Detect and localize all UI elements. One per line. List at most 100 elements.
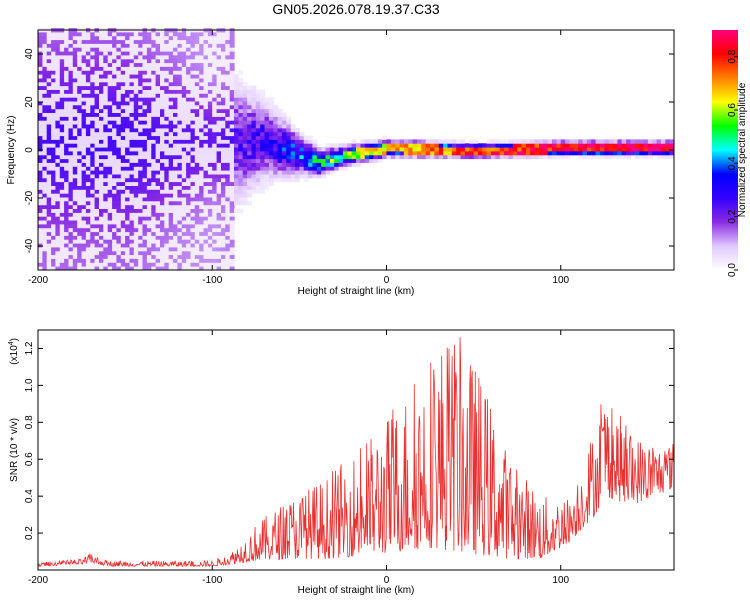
spectrogram-cell xyxy=(38,208,43,213)
spectrogram-cell xyxy=(207,266,213,271)
spectrogram-cell xyxy=(59,174,65,179)
spectrogram-cell xyxy=(168,177,174,183)
spectrogram-cell xyxy=(308,174,313,179)
spectrogram-cell xyxy=(107,97,113,102)
spectrogram-cell xyxy=(181,147,187,152)
spectrogram-cell xyxy=(521,154,527,160)
spectrogram-cell xyxy=(160,112,165,117)
spectrogram-cell xyxy=(146,62,152,67)
spectrogram-cell xyxy=(329,166,335,171)
spectrogram-cell xyxy=(81,239,87,244)
spectrogram-cell xyxy=(225,227,231,233)
spectrogram-cell xyxy=(55,62,61,67)
spectrogram-cell xyxy=(229,97,235,102)
spectrogram-cell xyxy=(38,135,43,140)
spectrogram-cell xyxy=(59,39,65,44)
spectrogram-cell xyxy=(212,127,218,133)
spectrogram-cell xyxy=(190,200,196,206)
spectrogram-cell xyxy=(194,181,200,186)
spectrogram-cell xyxy=(125,85,130,90)
spectrogram-cell xyxy=(155,185,161,190)
spectrogram-cell xyxy=(103,254,109,259)
spectrogram-cell xyxy=(221,247,226,252)
spectrogram-cell xyxy=(38,85,43,90)
spectrogram-cell xyxy=(64,116,69,121)
spectrogram-cell xyxy=(181,127,187,133)
spectrogram-cell xyxy=(112,162,117,167)
spectrogram-cell xyxy=(116,223,122,229)
spectrogram-cell xyxy=(264,116,270,121)
spectrogram-cell xyxy=(85,266,91,271)
spectrogram-cell xyxy=(116,231,122,236)
spectrogram-cell xyxy=(229,227,235,233)
spectrogram-cell xyxy=(142,154,148,160)
spectrogram-cell xyxy=(107,120,113,125)
spectrogram-cell xyxy=(160,220,165,225)
spectrogram-cell xyxy=(207,258,213,263)
spectrogram-cell xyxy=(38,166,43,171)
spectrogram-cell xyxy=(42,243,48,248)
spectrogram-cell xyxy=(160,258,165,263)
spectrogram-cell xyxy=(120,162,126,167)
spectrogram-cell xyxy=(264,131,270,137)
spectrogram-cell xyxy=(168,139,174,144)
spectrogram-cell xyxy=(216,204,222,209)
spectrogram-cell xyxy=(42,127,48,133)
spectrogram-cell xyxy=(151,258,157,263)
spectrogram-cell xyxy=(203,216,209,221)
spectrogram-cell xyxy=(569,143,575,148)
spectrogram-cell xyxy=(42,51,48,56)
spectrogram-cell xyxy=(51,104,56,110)
spectrogram-cell xyxy=(164,162,170,167)
spectrogram-cell xyxy=(94,127,100,133)
spectrogram-cell xyxy=(42,200,48,206)
spectrogram-cell xyxy=(120,39,126,44)
spectrogram-cell xyxy=(212,55,218,60)
spectrogram-cell xyxy=(46,247,52,252)
spectrogram-cell xyxy=(173,266,178,271)
spectrogram-cell xyxy=(238,89,244,94)
spectrogram-cell xyxy=(133,174,139,179)
spectrogram-cell xyxy=(155,31,161,37)
spectrogram-cell xyxy=(151,47,157,52)
colorbar-tick-label: 0.8 xyxy=(727,49,738,63)
spectrogram-cell xyxy=(639,154,645,160)
spectrogram-cell xyxy=(186,143,191,148)
spectrogram-cell xyxy=(42,220,48,225)
spectrogram-cell xyxy=(151,208,157,213)
spectrogram-cell xyxy=(168,220,174,225)
spectrogram-cell xyxy=(55,147,61,152)
spectrogram-cell xyxy=(177,124,183,129)
spectrogram-cell xyxy=(142,55,148,60)
spectrogram-cell xyxy=(120,212,126,217)
spectrogram-cell xyxy=(308,170,313,175)
spectrogram-cell xyxy=(216,185,222,190)
spectrogram-cell xyxy=(199,197,205,202)
spectrogram-cell xyxy=(129,174,135,179)
spectrogram-cell xyxy=(38,162,43,167)
spectrogram-cell xyxy=(234,151,239,156)
spectrogram-cell xyxy=(229,254,235,259)
spectrogram-cell xyxy=(46,31,52,37)
spectrogram-cell xyxy=(190,158,196,163)
spectrogram-cell xyxy=(194,254,200,259)
spectrogram-cell xyxy=(190,31,196,37)
spectrogram-cell xyxy=(68,47,74,52)
spectrogram-cell xyxy=(133,200,139,206)
snr-series-line xyxy=(37,337,674,568)
spectrogram-cell xyxy=(203,139,209,144)
spectrogram-cell xyxy=(539,154,544,160)
spectrogram-cell xyxy=(203,227,209,233)
spectrogram-cell xyxy=(647,147,653,152)
spectrogram-cell xyxy=(203,208,209,213)
spectrogram-cell xyxy=(539,143,544,148)
spectrogram-cell xyxy=(177,254,183,259)
spectrogram-cell xyxy=(234,162,239,167)
spectrogram-cell xyxy=(377,139,383,144)
spectrogram-cell xyxy=(64,81,69,87)
spectrogram-cell xyxy=(59,66,65,71)
spectrogram-cell xyxy=(129,247,135,252)
spectrogram-cell xyxy=(72,131,78,137)
spectrogram-cell xyxy=(120,216,126,221)
x-tick-label: 0 xyxy=(384,575,390,586)
